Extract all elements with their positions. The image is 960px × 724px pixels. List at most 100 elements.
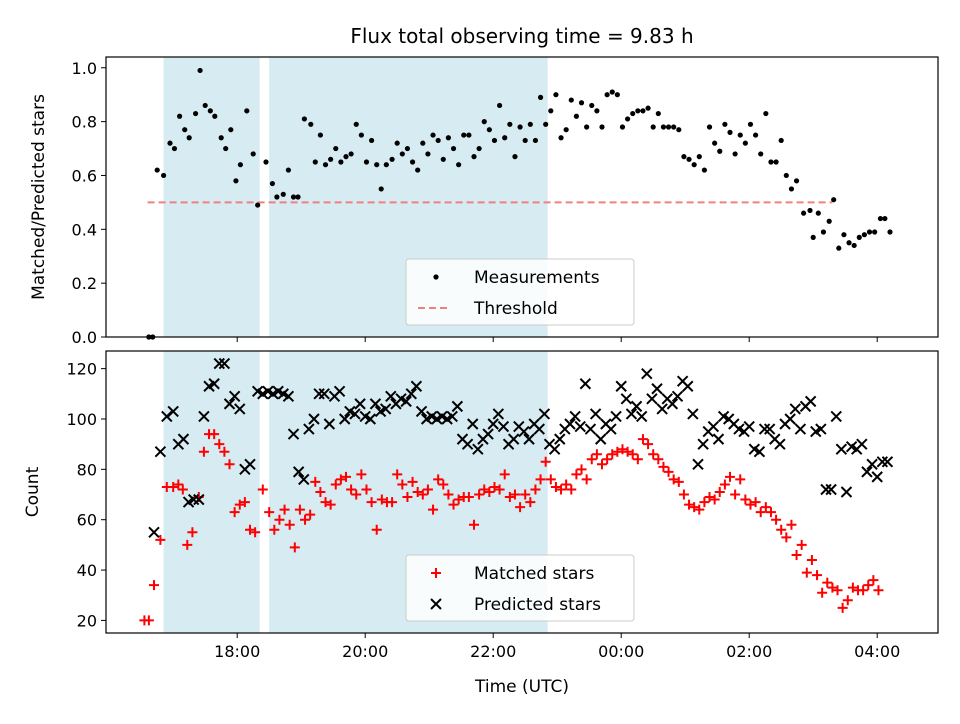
data-point [793, 178, 800, 184]
data-point [463, 492, 474, 503]
y-axis-label: Matched/Predicted stars [29, 94, 49, 300]
data-point [796, 539, 807, 550]
data-point [250, 151, 256, 157]
data-point [450, 145, 457, 152]
data-point [682, 380, 694, 392]
data-point [709, 494, 720, 505]
data-point [537, 94, 544, 100]
data-point [202, 102, 208, 109]
data-point [177, 484, 188, 495]
axes-frame [105, 350, 939, 634]
data-point [666, 398, 679, 410]
data-point [712, 140, 718, 146]
data-point [745, 499, 756, 510]
data-point [193, 110, 199, 117]
data-point [491, 137, 498, 144]
data-point [742, 140, 748, 146]
data-point [499, 469, 510, 480]
data-point [656, 403, 668, 415]
data-point [186, 135, 192, 141]
data-point [643, 439, 654, 450]
data-point [263, 159, 269, 165]
data-point [719, 479, 730, 490]
data-point [369, 398, 382, 410]
shaded-span-0 [163, 57, 260, 337]
data-point [773, 159, 779, 165]
data-point [182, 127, 188, 133]
data-point [472, 443, 484, 455]
data-point [410, 380, 423, 392]
data-point [689, 502, 700, 513]
data-point [269, 180, 275, 187]
data-point [389, 156, 395, 162]
data-point [861, 466, 873, 478]
ratio-panel: 0.0 0.2 0.4 0.6 0.8 1.0 Matched/Predicted star… [29, 56, 939, 347]
data-point [461, 438, 474, 450]
data-point [425, 151, 431, 157]
data-point [556, 484, 567, 495]
data-point [645, 105, 651, 111]
data-point [597, 459, 607, 470]
data-point [155, 534, 166, 545]
data-point [827, 582, 838, 593]
data-point [714, 487, 725, 497]
data-point [148, 526, 160, 538]
data-point [866, 229, 873, 235]
data-point [228, 127, 234, 133]
data-point [789, 403, 801, 415]
data-point [676, 127, 682, 133]
data-point [640, 108, 646, 114]
data-point [394, 140, 400, 146]
data-point [333, 145, 339, 152]
data-point [446, 410, 458, 423]
data-point [561, 479, 572, 490]
y-tick-label: 0.6 [72, 166, 97, 185]
data-point [651, 383, 663, 395]
legend-label: Threshold [473, 299, 558, 319]
axes-frame [105, 56, 939, 338]
x-tick-label: 20:00 [342, 642, 388, 661]
data-point [479, 484, 490, 495]
data-point [244, 108, 250, 114]
data-point [589, 102, 595, 109]
data-point [707, 420, 720, 433]
data-point [763, 110, 769, 117]
data-point [387, 497, 398, 508]
data-point [697, 438, 709, 450]
data-point [322, 162, 329, 168]
data-point [364, 413, 377, 425]
data-point [502, 135, 508, 141]
data-point [245, 524, 255, 535]
data-point [497, 102, 503, 109]
data-point [533, 423, 545, 435]
data-point [369, 137, 375, 144]
data-point [527, 121, 533, 127]
data-point [456, 162, 462, 168]
data-point [632, 454, 643, 465]
data-point [836, 245, 842, 251]
data-point [586, 454, 597, 465]
data-point [453, 494, 464, 505]
data-point [735, 474, 746, 485]
data-point [193, 493, 205, 506]
data-point [341, 471, 351, 482]
data-point [198, 446, 209, 457]
data-point [518, 425, 530, 438]
data-point [320, 497, 331, 508]
data-point [143, 615, 154, 626]
data-point [328, 156, 334, 162]
data-point [422, 484, 433, 495]
data-point [660, 124, 667, 130]
data-point [612, 446, 623, 457]
data-point [187, 527, 198, 538]
data-point [198, 410, 210, 423]
y-tick-label: 40 [77, 561, 97, 580]
data-point [274, 514, 285, 525]
data-point [237, 162, 243, 168]
data-point [289, 542, 300, 553]
data-point [835, 443, 848, 455]
y-axis-label: Count [23, 466, 43, 517]
count-panel: 20 40 60 80 100 120 18:00 20:00 22:00 00:00 02:00 0… [23, 350, 939, 697]
data-point [173, 479, 184, 490]
data-point [481, 119, 487, 125]
